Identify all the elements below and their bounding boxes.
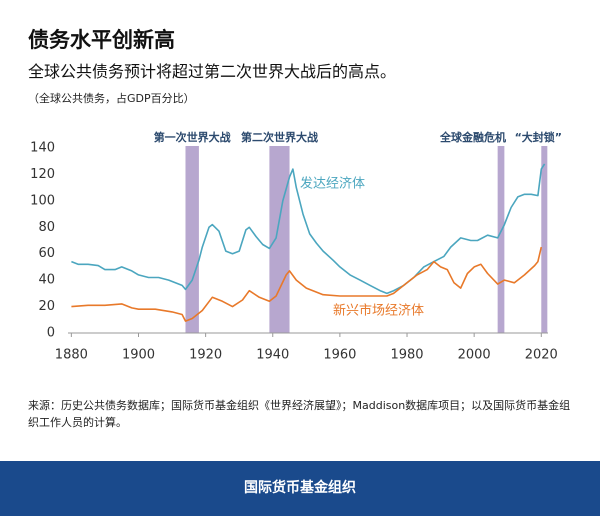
x-tick-label: 1900 [122,348,155,363]
y-tick-label: 40 [38,273,55,288]
shaded-period [541,146,548,333]
shaded-period [497,146,505,333]
footer-bar: 国际货币基金组织 [0,461,600,516]
x-tick-label: 1960 [323,348,356,363]
y-tick-label: 0 [47,326,55,341]
chart-subtitle: 全球公共债务预计将超过第二次世界大战后的高点。 [28,62,397,81]
y-axis-label: （全球公共债务，占GDP百分比） [28,92,195,105]
x-tick-label: 1940 [256,348,289,363]
period-label: 第二次世界大战 [241,130,318,144]
series-label: 新兴市场经济体 [333,303,424,319]
shaded-period [185,146,199,333]
y-tick-label: 20 [38,299,55,314]
series-line [71,246,543,322]
x-tick-label: 1880 [55,348,88,363]
period-label: “大封锁” [515,130,562,144]
series-line [71,163,546,295]
period-label: 全球金融危机 [439,130,506,144]
x-tick-label: 1920 [189,348,222,363]
shaded-period [269,146,290,333]
period-label: 第一次世界大战 [154,130,231,144]
y-tick-label: 60 [38,246,55,261]
chart-title: 债务水平创新高 [28,28,175,52]
source-note: 来源：历史公共债务数据库；国际货币基金组织《世界经济展望》；Maddison数据… [28,399,571,429]
x-tick-label: 2020 [525,348,558,363]
series-label: 发达经济体 [300,176,365,192]
x-tick-label: 1980 [390,348,423,363]
x-tick-label: 2000 [458,348,491,363]
y-tick-label: 120 [30,167,55,182]
chart: 第一次世界大战 第二次世界大战 全球金融危机 “大封锁” 0 20 40 60 80 100 120… [30,130,562,363]
y-tick-label: 100 [30,193,55,208]
y-tick-label: 80 [38,220,55,235]
y-tick-label: 140 [30,141,55,156]
